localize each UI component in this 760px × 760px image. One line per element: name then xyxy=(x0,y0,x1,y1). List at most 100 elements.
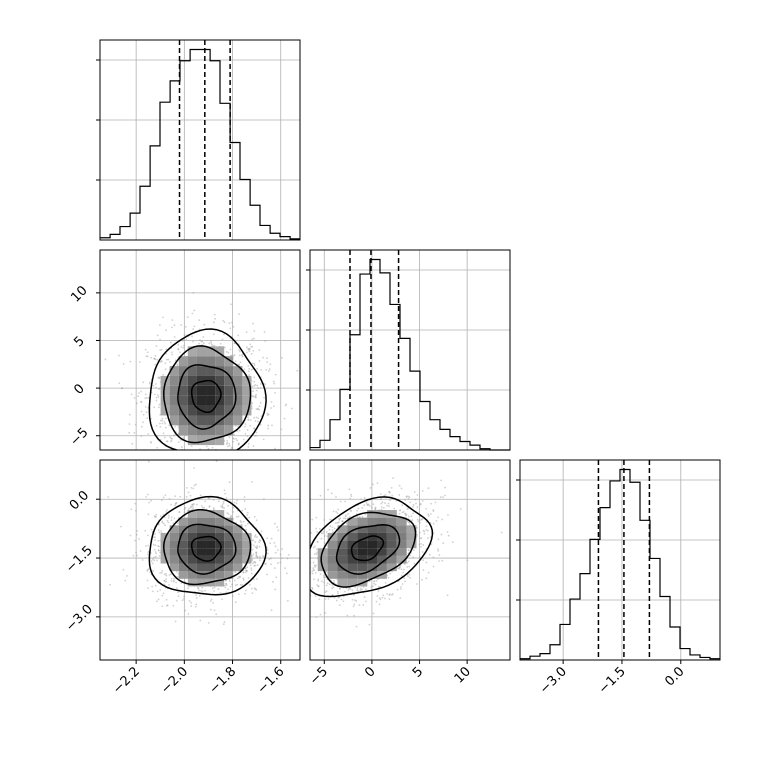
scatter-point xyxy=(251,481,253,483)
scatter-point xyxy=(154,544,157,547)
density-cell xyxy=(215,425,225,436)
scatter-point xyxy=(200,589,203,592)
scatter-point xyxy=(222,623,225,626)
scatter-point xyxy=(192,487,195,490)
scatter-point xyxy=(192,291,195,294)
scatter-point xyxy=(263,498,265,501)
scatter-point xyxy=(419,503,422,506)
scatter-point xyxy=(160,572,163,574)
scatter-point xyxy=(361,515,364,518)
scatter-point xyxy=(210,598,213,601)
scatter-point xyxy=(203,506,206,509)
density-cell xyxy=(377,532,387,541)
scatter-point xyxy=(172,580,175,583)
scatter-point xyxy=(423,530,426,533)
scatter-point xyxy=(290,561,292,563)
density-cell xyxy=(178,415,188,426)
scatter-point xyxy=(318,527,321,530)
density-cell xyxy=(196,415,207,426)
scatter-point xyxy=(251,407,253,410)
scatter-point xyxy=(374,508,377,510)
scatter-point xyxy=(270,407,272,409)
scatter-point xyxy=(322,574,325,577)
scatter-point xyxy=(404,499,407,501)
scatter-point xyxy=(178,510,181,513)
scatter-point xyxy=(425,525,428,528)
scatter-point xyxy=(323,542,326,544)
scatter-point xyxy=(213,508,215,511)
scatter-point xyxy=(197,587,200,590)
scatter-point xyxy=(419,502,422,505)
scatter-point xyxy=(241,355,244,358)
scatter-point xyxy=(253,427,256,430)
scatter-point xyxy=(409,554,412,557)
scatter-point xyxy=(192,465,194,467)
panel-frame xyxy=(99,249,301,451)
density-cell xyxy=(224,395,234,406)
scatter-point xyxy=(398,567,400,570)
density-cell xyxy=(187,532,197,541)
scatter-point xyxy=(398,566,401,569)
scatter-point xyxy=(268,558,271,561)
scatter-point xyxy=(399,509,402,512)
density-cell xyxy=(196,395,207,406)
scatter-point xyxy=(330,492,333,495)
scatter-point xyxy=(175,587,178,590)
scatter-point xyxy=(233,438,235,440)
contour-line xyxy=(148,328,267,450)
scatter-point xyxy=(253,427,256,430)
scatter-point xyxy=(311,518,314,521)
scatter-point xyxy=(198,589,200,592)
scatter-point xyxy=(386,574,389,577)
scatter-point xyxy=(374,507,376,510)
scatter-point xyxy=(378,603,381,606)
scatter-point xyxy=(164,362,167,365)
scatter-point xyxy=(120,525,122,528)
scatter-point xyxy=(154,516,156,518)
scatter-point xyxy=(254,546,257,549)
scatter-point xyxy=(270,475,272,477)
scatter-point xyxy=(439,496,442,499)
scatter-point xyxy=(198,594,201,597)
scatter-point xyxy=(310,532,313,534)
scatter-point xyxy=(247,347,250,350)
scatter-point xyxy=(248,374,251,376)
scatter-point xyxy=(177,348,180,351)
scatter-point xyxy=(247,577,250,579)
scatter-point xyxy=(233,579,236,582)
density-cell xyxy=(169,385,179,396)
scatter-point xyxy=(118,354,120,357)
scatter-point xyxy=(214,317,217,320)
scatter-point xyxy=(156,446,158,449)
scatter-point xyxy=(430,502,433,505)
scatter-point xyxy=(332,586,335,589)
scatter-point xyxy=(228,442,231,445)
scatter-point xyxy=(312,568,315,571)
scatter-point xyxy=(201,340,204,343)
scatter-point xyxy=(314,566,317,568)
density-cell xyxy=(160,405,170,416)
scatter-point xyxy=(150,441,152,444)
y-tick-label: −1.5 xyxy=(63,543,96,576)
scatter-point xyxy=(132,554,135,557)
scatter-point xyxy=(274,588,277,591)
scatter-point xyxy=(295,564,297,566)
scatter-point xyxy=(362,586,365,588)
scatter-point xyxy=(254,420,257,422)
scatter-point xyxy=(380,498,383,500)
scatter-point xyxy=(227,588,230,591)
scatter-point xyxy=(398,566,401,569)
scatter-point xyxy=(146,569,149,572)
scatter-point xyxy=(240,523,243,526)
scatter-point xyxy=(190,477,192,479)
scatter-point xyxy=(200,484,202,486)
scatter-point xyxy=(254,588,257,591)
scatter-point xyxy=(152,536,155,539)
scatter-point xyxy=(144,405,147,408)
scatter-point xyxy=(256,556,259,559)
scatter-point xyxy=(421,490,424,492)
scatter-point xyxy=(339,587,341,590)
scatter-point xyxy=(159,338,161,341)
scatter-point xyxy=(247,418,250,421)
